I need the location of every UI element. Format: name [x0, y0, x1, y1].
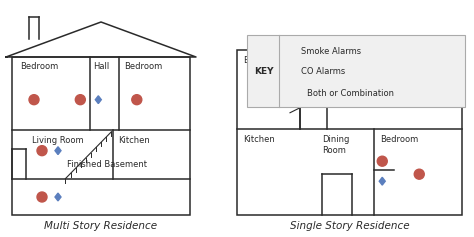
Text: Kitchen: Kitchen — [243, 135, 275, 144]
Text: Bedroom: Bedroom — [243, 56, 281, 65]
Text: Finished Basement: Finished Basement — [67, 160, 147, 169]
Polygon shape — [289, 66, 295, 76]
Polygon shape — [95, 96, 101, 104]
Text: Bedroom: Bedroom — [124, 62, 162, 71]
Bar — [237, 50, 462, 215]
Circle shape — [322, 74, 332, 84]
Bar — [12, 57, 190, 215]
Text: Smoke Alarms: Smoke Alarms — [301, 46, 361, 55]
Circle shape — [377, 156, 387, 166]
Polygon shape — [324, 95, 330, 103]
Polygon shape — [55, 193, 61, 201]
Text: KEY: KEY — [254, 67, 273, 76]
Text: CO Alarms: CO Alarms — [301, 67, 345, 76]
Text: Kitchen: Kitchen — [118, 136, 150, 145]
Circle shape — [287, 46, 297, 56]
Text: Hall: Hall — [93, 62, 109, 71]
Text: Single Story Residence: Single Story Residence — [290, 221, 410, 231]
Polygon shape — [379, 177, 385, 185]
Bar — [247, 35, 465, 107]
Text: Bedroom: Bedroom — [20, 62, 58, 71]
Circle shape — [75, 95, 85, 105]
Circle shape — [29, 95, 39, 105]
Polygon shape — [294, 88, 301, 98]
Text: Bedroom: Bedroom — [380, 135, 419, 144]
Circle shape — [250, 86, 260, 96]
Text: Multi Story Residence: Multi Story Residence — [45, 221, 157, 231]
Circle shape — [132, 95, 142, 105]
Text: Room: Room — [322, 146, 346, 155]
Text: Living Room: Living Room — [32, 136, 83, 145]
Polygon shape — [55, 147, 61, 155]
Circle shape — [37, 192, 47, 202]
Circle shape — [414, 169, 424, 179]
Text: Dining: Dining — [322, 135, 350, 144]
Circle shape — [280, 88, 290, 98]
Text: Living Room: Living Room — [338, 56, 390, 65]
Text: Both or Combination: Both or Combination — [307, 88, 394, 97]
Circle shape — [37, 146, 47, 156]
